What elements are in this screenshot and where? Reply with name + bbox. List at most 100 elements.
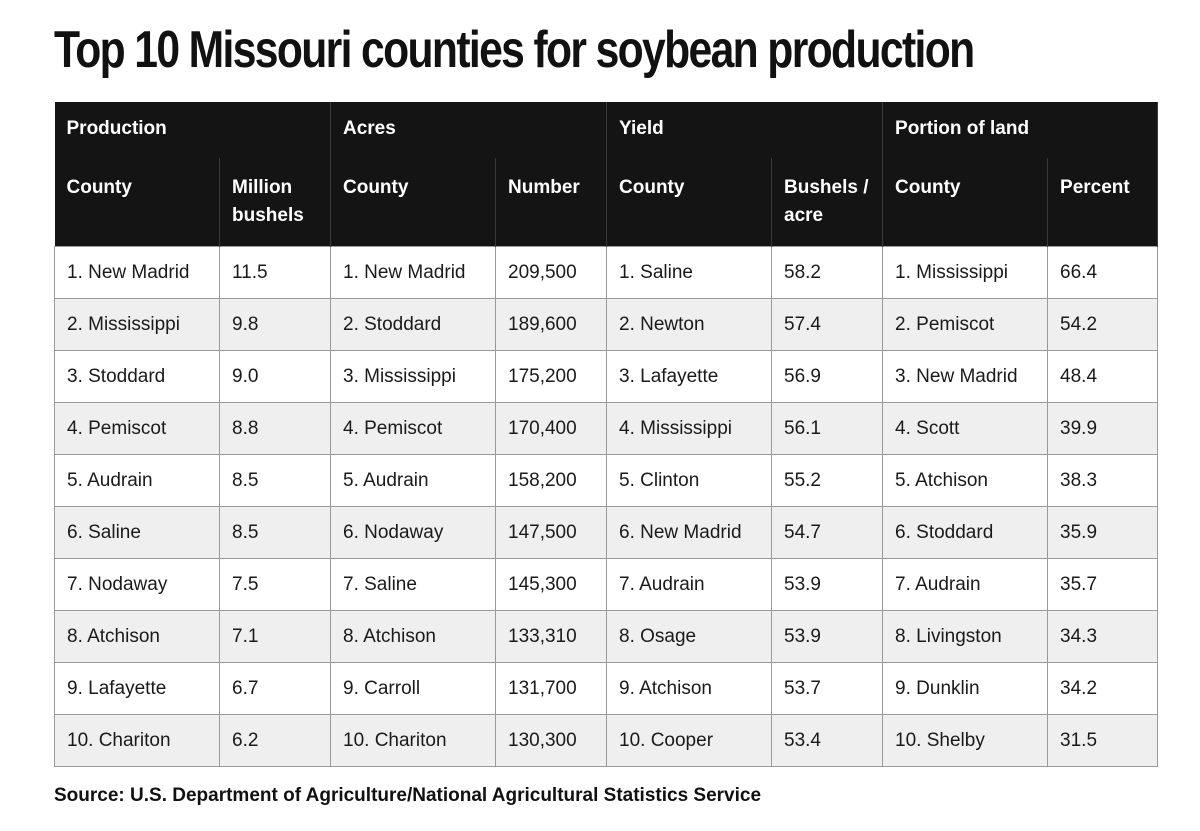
table-cell: 1. Saline [606, 246, 773, 299]
table-cell: 7. Saline [330, 558, 496, 611]
column-header-land-county: County [882, 158, 1049, 247]
table-cell: 4. Mississippi [606, 402, 773, 455]
table-row: 2. Mississippi 9.8 2. Stoddard 189,600 2. Ne… [54, 298, 1159, 351]
column-header-number: Number [494, 158, 608, 247]
table-row: 3. Stoddard 9.0 3. Mississippi 175,200 3. La… [54, 350, 1159, 403]
table-cell: 34.2 [1047, 662, 1159, 715]
table-cell: 8. Osage [606, 610, 773, 663]
table-cell: 11.5 [219, 246, 331, 299]
table-cell: 57.4 [771, 298, 884, 351]
table-cell: 10. Chariton [330, 714, 496, 767]
table-cell: 10. Shelby [882, 714, 1049, 767]
table-row: 4. Pemiscot 8.8 4. Pemiscot 170,400 4. Missi… [54, 402, 1159, 455]
column-header-production-county: County [54, 158, 220, 247]
group-header-acres: Acres [330, 102, 608, 158]
table-cell: 209,500 [494, 246, 608, 299]
table-cell: 3. Stoddard [54, 350, 220, 403]
table-cell: 10. Chariton [54, 714, 220, 767]
table-cell: 38.3 [1047, 454, 1159, 507]
table-cell: 5. Clinton [606, 454, 773, 507]
table-cell: 5. Audrain [54, 454, 220, 507]
table-cell: 1. New Madrid [330, 246, 496, 299]
table-row: 9. Lafayette 6.7 9. Carroll 131,700 9. Atchi… [54, 662, 1159, 715]
column-header-bushels-per-acre: Bushels / acre [771, 158, 884, 247]
table-cell: 5. Atchison [882, 454, 1049, 507]
table-row: 10. Chariton 6.2 10. Chariton 130,300 10. Co… [54, 714, 1159, 767]
table-cell: 53.7 [771, 662, 884, 715]
table-cell: 7.5 [219, 558, 331, 611]
table-cell: 8.5 [219, 506, 331, 559]
table-cell: 8. Atchison [330, 610, 496, 663]
column-header-million-bushels: Million bushels [219, 158, 331, 247]
table-cell: 54.2 [1047, 298, 1159, 351]
table-cell: 2. Mississippi [54, 298, 220, 351]
table-cell: 158,200 [494, 454, 608, 507]
table-cell: 2. Newton [606, 298, 773, 351]
table-cell: 56.1 [771, 402, 884, 455]
table-cell: 4. Pemiscot [54, 402, 220, 455]
table-cell: 6. New Madrid [606, 506, 773, 559]
soybean-table: Production Acres Yield Portion of land C… [54, 102, 1159, 767]
table-cell: 1. Mississippi [882, 246, 1049, 299]
table-cell: 39.9 [1047, 402, 1159, 455]
column-header-acres-county: County [330, 158, 496, 247]
table-cell: 8.5 [219, 454, 331, 507]
table-cell: 54.7 [771, 506, 884, 559]
table-cell: 175,200 [494, 350, 608, 403]
table-cell: 4. Scott [882, 402, 1049, 455]
table-cell: 4. Pemiscot [330, 402, 496, 455]
table-cell: 56.9 [771, 350, 884, 403]
table-row: 5. Audrain 8.5 5. Audrain 158,200 5. Clinton… [54, 454, 1159, 507]
table-body: 1. New Madrid 11.5 1. New Madrid 209,500 1. … [54, 246, 1159, 767]
column-header-percent: Percent [1047, 158, 1159, 247]
table-cell: 6. Saline [54, 506, 220, 559]
table-cell: 189,600 [494, 298, 608, 351]
table-row: 7. Nodaway 7.5 7. Saline 145,300 7. Audrain 5… [54, 558, 1159, 611]
table-cell: 31.5 [1047, 714, 1159, 767]
table-cell: 3. Lafayette [606, 350, 773, 403]
table-cell: 53.9 [771, 558, 884, 611]
table-cell: 7.1 [219, 610, 331, 663]
table-cell: 6. Nodaway [330, 506, 496, 559]
table-cell: 5. Audrain [330, 454, 496, 507]
table-row: 8. Atchison 7.1 8. Atchison 133,310 8. Osage… [54, 610, 1159, 663]
group-header-portion-of-land: Portion of land [882, 102, 1159, 158]
group-header-yield: Yield [606, 102, 884, 158]
table-cell: 66.4 [1047, 246, 1159, 299]
table-cell: 34.3 [1047, 610, 1159, 663]
table-cell: 131,700 [494, 662, 608, 715]
table-cell: 9. Lafayette [54, 662, 220, 715]
table-cell: 35.9 [1047, 506, 1159, 559]
column-header-yield-county: County [606, 158, 773, 247]
table-cell: 2. Stoddard [330, 298, 496, 351]
table-cell: 53.4 [771, 714, 884, 767]
table-cell: 170,400 [494, 402, 608, 455]
table-cell: 9. Atchison [606, 662, 773, 715]
table-cell: 133,310 [494, 610, 608, 663]
table-cell: 3. New Madrid [882, 350, 1049, 403]
table-cell: 6. Stoddard [882, 506, 1049, 559]
table-cell: 9. Dunklin [882, 662, 1049, 715]
table-cell: 48.4 [1047, 350, 1159, 403]
table-cell: 3. Mississippi [330, 350, 496, 403]
table-cell: 7. Audrain [606, 558, 773, 611]
table-cell: 8. Livingston [882, 610, 1049, 663]
table-cell: 1. New Madrid [54, 246, 220, 299]
table-cell: 6.2 [219, 714, 331, 767]
table-cell: 145,300 [494, 558, 608, 611]
source-note: Source: U.S. Department of Agriculture/N… [54, 785, 762, 806]
table-cell: 9.8 [219, 298, 331, 351]
table-cell: 2. Pemiscot [882, 298, 1049, 351]
group-header-production: Production [54, 102, 331, 158]
table-cell: 147,500 [494, 506, 608, 559]
table-cell: 35.7 [1047, 558, 1159, 611]
table-cell: 58.2 [771, 246, 884, 299]
table-row: 1. New Madrid 11.5 1. New Madrid 209,500 1. … [54, 246, 1159, 299]
table-cell: 8. Atchison [54, 610, 220, 663]
page-title: Top 10 Missouri counties for soybean pro… [54, 21, 975, 79]
table-cell: 9. Carroll [330, 662, 496, 715]
table-cell: 53.9 [771, 610, 884, 663]
table-cell: 130,300 [494, 714, 608, 767]
table-cell: 8.8 [219, 402, 331, 455]
table-cell: 9.0 [219, 350, 331, 403]
